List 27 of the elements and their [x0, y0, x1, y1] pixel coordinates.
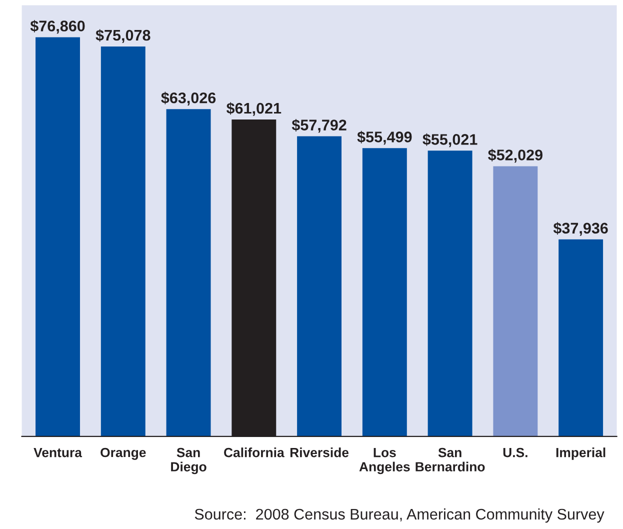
x-tick-label: Riverside: [290, 448, 349, 458]
x-tick-label: San Bernardino: [416, 448, 485, 472]
data-label: $63,026: [161, 92, 216, 106]
x-tick-label: California: [224, 448, 284, 458]
bar: [428, 150, 472, 436]
data-label: $57,792: [292, 118, 346, 133]
data-label: $61,021: [226, 102, 282, 116]
data-label: $75,078: [96, 29, 150, 43]
data-label: $37,936: [553, 222, 608, 236]
bar: [362, 148, 407, 436]
data-label: $55,021: [422, 133, 478, 148]
x-tick-label: Orange: [100, 448, 146, 460]
data-label: $55,499: [357, 130, 412, 145]
x-tick-label: Imperial: [556, 448, 606, 460]
x-tick-label: Los Angeles: [359, 448, 410, 474]
bar: [100, 46, 146, 436]
data-label: $52,029: [488, 148, 542, 163]
bar: [36, 37, 80, 436]
x-tick-label: Ventura: [34, 448, 82, 458]
bar: [558, 239, 604, 436]
bar: [166, 109, 211, 436]
bar: [493, 166, 538, 436]
x-tick-label: San Diego: [171, 448, 206, 474]
x-tick-label: U.S.: [503, 448, 528, 458]
data-label: $76,860: [30, 20, 85, 34]
source-note: Source: 2008 Census Bureau, American Community Survey: [194, 508, 604, 523]
bar: [297, 136, 342, 436]
